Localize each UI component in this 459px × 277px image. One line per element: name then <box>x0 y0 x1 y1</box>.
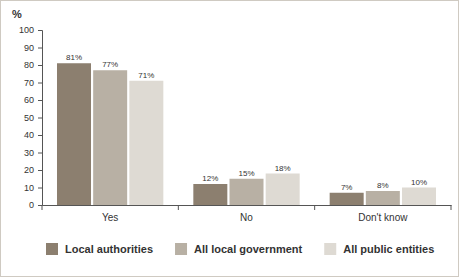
legend-swatch <box>46 243 58 255</box>
y-tick: 70 <box>24 78 42 88</box>
y-tick-mark <box>38 188 42 189</box>
y-tick: 50 <box>24 113 42 123</box>
x-tick-label: No <box>240 212 253 223</box>
separator <box>451 205 452 210</box>
data-label: 71% <box>138 71 154 80</box>
series <box>57 63 364 205</box>
chart: 0 10 20 30 40 50 60 70 80 90 100 Yes No Don't know 81%… <box>0 0 459 277</box>
y-tick-mark <box>38 100 42 101</box>
y-axis-line <box>38 31 43 206</box>
y-tick-label: 50 <box>24 113 34 123</box>
data-label: 12% <box>202 174 218 183</box>
separators <box>42 205 451 210</box>
y-tick: 100 <box>19 25 42 35</box>
y-tick: 10 <box>24 183 42 193</box>
bar <box>230 179 264 205</box>
y-tick-label: 0 <box>29 200 34 210</box>
separator <box>178 205 179 210</box>
y-tick: 90 <box>24 43 42 53</box>
x-tick: No <box>240 205 253 223</box>
x-tick: Yes <box>102 205 118 223</box>
legend: Local authorities All local government All… <box>46 243 434 255</box>
y-tick-mark <box>38 65 42 66</box>
y-tick-label: 60 <box>24 95 34 105</box>
legend-label: All local government <box>194 243 303 255</box>
y-axis: 0 10 20 30 40 50 60 70 80 90 100 <box>19 25 43 210</box>
bar <box>57 63 91 205</box>
y-tick-label: 100 <box>19 25 34 35</box>
data-label: 7% <box>341 183 353 192</box>
frame <box>1 1 459 277</box>
bar <box>193 184 227 205</box>
y-tick: 40 <box>24 130 42 140</box>
x-axis: Yes No Don't know <box>43 205 452 223</box>
data-labels: 81% 12% 7% 77% 15% 8% 71% 18% 10% <box>66 53 427 192</box>
bar <box>129 81 163 205</box>
y-tick-label: 10 <box>24 183 34 193</box>
y-tick-mark <box>38 153 42 154</box>
y-tick-label: 80 <box>24 60 34 70</box>
separator <box>314 205 315 210</box>
y-tick-mark <box>38 170 42 171</box>
y-tick-label: 20 <box>24 165 34 175</box>
bar <box>402 188 436 206</box>
separator <box>42 205 43 210</box>
legend-label: Local authorities <box>65 243 153 255</box>
y-tick-label: 30 <box>24 148 34 158</box>
data-label: 10% <box>411 178 427 187</box>
series <box>129 81 436 205</box>
series <box>93 70 400 205</box>
bar <box>330 193 364 205</box>
legend-swatch <box>324 243 336 255</box>
x-tick-label: Don't know <box>358 212 408 223</box>
y-tick: 0 <box>29 200 42 210</box>
data-label: 8% <box>377 181 389 190</box>
y-label: % <box>12 8 22 20</box>
x-tick-label: Yes <box>102 212 118 223</box>
y-tick-mark <box>38 30 42 31</box>
data-label: 77% <box>102 60 118 69</box>
y-tick-mark <box>38 135 42 136</box>
legend-item: All local government <box>175 243 303 255</box>
legend-label: All public entities <box>343 243 434 255</box>
y-tick: 20 <box>24 165 42 175</box>
y-tick-label: 40 <box>24 130 34 140</box>
x-tick: Don't know <box>358 205 408 223</box>
data-label: 15% <box>238 169 254 178</box>
y-tick: 60 <box>24 95 42 105</box>
y-tick-mark <box>38 48 42 49</box>
bar <box>266 174 300 206</box>
y-tick: 80 <box>24 60 42 70</box>
plot: 0 10 20 30 40 50 60 70 80 90 100 Yes No Don't know 81%… <box>19 25 452 223</box>
y-tick-mark <box>38 118 42 119</box>
y-tick: 30 <box>24 148 42 158</box>
legend-item: All public entities <box>324 243 434 255</box>
legend-swatch <box>175 243 187 255</box>
y-tick-label: 90 <box>24 43 34 53</box>
data-label: 18% <box>275 164 291 173</box>
bar <box>366 191 400 205</box>
y-tick-mark <box>38 205 42 206</box>
bars <box>57 63 436 205</box>
x-axis-line <box>43 205 452 206</box>
y-tick-label: 70 <box>24 78 34 88</box>
bar <box>93 70 127 205</box>
y-tick-mark <box>38 83 42 84</box>
legend-item: Local authorities <box>46 243 153 255</box>
data-label: 81% <box>66 53 82 62</box>
